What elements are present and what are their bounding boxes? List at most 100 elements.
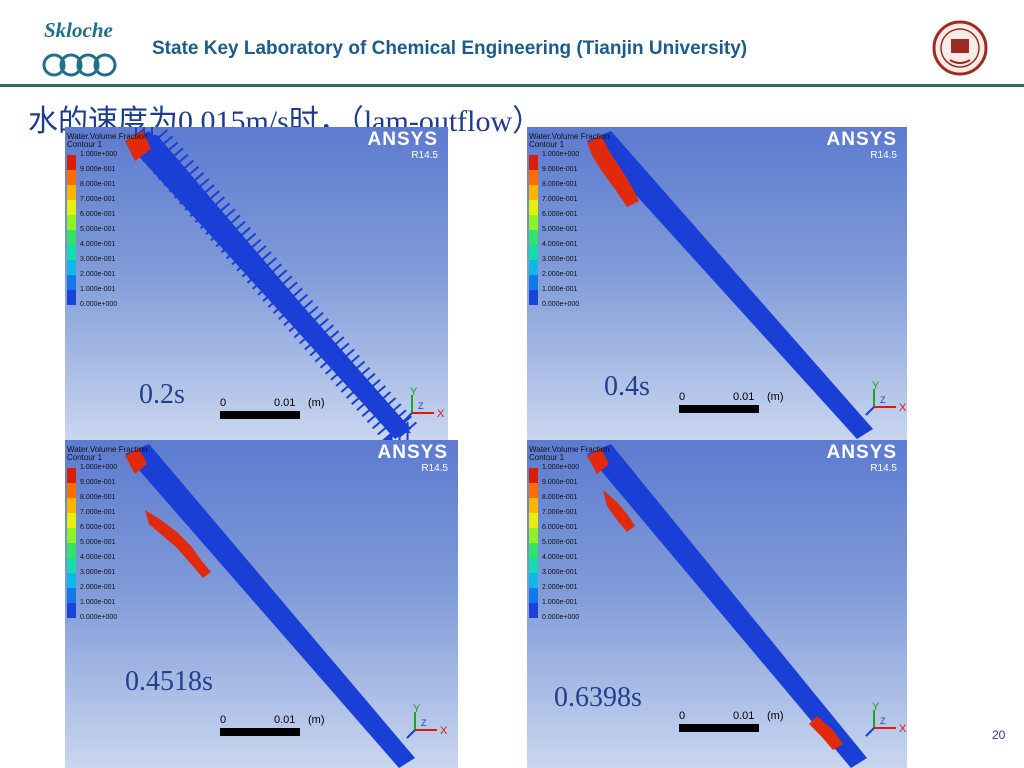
legend-value-label: 9.000e-001	[542, 479, 578, 486]
channel-contour	[125, 444, 415, 768]
svg-text:Y: Y	[410, 387, 418, 398]
legend-value-label: 7.000e-001	[80, 196, 116, 203]
legend-color-swatch	[67, 543, 76, 558]
legend-color-swatch	[529, 170, 538, 185]
legend-value-label: 8.000e-001	[542, 494, 578, 501]
legend-value-label: 1.000e+000	[542, 464, 580, 471]
legend-value-label: 1.000e-001	[80, 286, 116, 293]
svg-text:X: X	[440, 725, 448, 737]
header-divider	[0, 84, 1024, 87]
color-legend-bar	[529, 468, 538, 618]
legend-color-swatch	[529, 155, 538, 170]
time-label: 0.2s	[139, 379, 185, 410]
legend-color-swatch	[529, 528, 538, 543]
legend-color-swatch	[67, 155, 76, 170]
legend-value-label: 2.000e-001	[80, 584, 116, 591]
legend-color-swatch	[529, 498, 538, 513]
legend-value-label: 5.000e-001	[80, 539, 116, 546]
scale-bar-line	[220, 728, 300, 736]
legend-color-swatch	[67, 260, 76, 275]
legend-color-swatch	[529, 483, 538, 498]
color-legend-bar	[67, 468, 76, 618]
legend-value-label: 0.000e+000	[80, 301, 118, 308]
legend-color-swatch	[67, 483, 76, 498]
ansys-watermark: ANSYS R14.5	[367, 129, 438, 162]
logo-text: Skloche	[44, 18, 113, 42]
time-label: 0.6398s	[554, 682, 642, 713]
legend-color-swatch	[67, 185, 76, 200]
legend-color-swatch	[67, 245, 76, 260]
legend-value-label: 6.000e-001	[80, 524, 116, 531]
legend-labels: 1.000e+000 9.000e-001 8.000e-001 7.000e-001…	[542, 151, 579, 316]
legend-color-swatch	[529, 290, 538, 305]
legend-color-swatch	[529, 603, 538, 618]
legend-color-swatch	[67, 528, 76, 543]
svg-text:X: X	[899, 723, 907, 735]
legend-color-swatch	[67, 170, 76, 185]
legend-color-swatch	[67, 498, 76, 513]
legend-value-label: 5.000e-001	[542, 539, 578, 546]
legend-color-swatch	[67, 573, 76, 588]
legend-value-label: 1.000e-001	[80, 599, 116, 606]
svg-text:Z: Z	[418, 401, 424, 411]
legend-value-label: 0.000e+000	[542, 301, 580, 308]
axis-triad-icon: Y X Z	[865, 381, 907, 416]
contour-panel-1: Water.Volume Fraction Contour 1 1.000e+0…	[65, 127, 448, 440]
legend-color-swatch	[529, 245, 538, 260]
legend-value-label: 3.000e-001	[80, 256, 116, 263]
legend-value-label: 4.000e-001	[542, 241, 578, 248]
svg-text:Z: Z	[880, 716, 886, 726]
svg-text:Y: Y	[413, 704, 421, 715]
university-seal-icon	[932, 20, 988, 76]
svg-text:Y: Y	[872, 381, 880, 392]
slide-header: Skloche State Key Laboratory of Chemical…	[0, 0, 1024, 87]
legend-value-label: 5.000e-001	[80, 226, 116, 233]
legend-color-swatch	[529, 573, 538, 588]
legend-color-swatch	[67, 588, 76, 603]
legend-value-label: 0.000e+000	[542, 614, 580, 621]
legend-value-label: 9.000e-001	[542, 166, 578, 173]
legend-value-label: 0.000e+000	[80, 614, 118, 621]
svg-text:X: X	[437, 408, 445, 420]
legend-labels: 1.000e+000 9.000e-001 8.000e-001 7.000e-001…	[80, 151, 117, 316]
svg-text:Z: Z	[421, 718, 427, 728]
legend-color-swatch	[67, 215, 76, 230]
axis-triad-icon: Y X Z	[403, 387, 445, 422]
legend-color-swatch	[67, 290, 76, 305]
legend-color-swatch	[529, 185, 538, 200]
channel-contour	[587, 444, 867, 768]
legend-color-swatch	[67, 275, 76, 290]
scale-bar-line	[679, 724, 759, 732]
legend-color-swatch	[529, 468, 538, 483]
legend-value-label: 1.000e+000	[80, 464, 118, 471]
legend-value-label: 4.000e-001	[542, 554, 578, 561]
scale-bar-line	[220, 411, 300, 419]
contour-panel-2: Water.Volume Fraction Contour 1 1.000e+0…	[527, 127, 907, 440]
rings-icon	[42, 53, 117, 77]
legend-value-label: 6.000e-001	[80, 211, 116, 218]
legend-color-swatch	[529, 260, 538, 275]
scale-bar-line	[679, 405, 759, 413]
organization-title: State Key Laboratory of Chemical Enginee…	[152, 38, 748, 59]
legend-labels: 1.000e+000 9.000e-001 8.000e-001 7.000e-001…	[80, 464, 117, 629]
contour-panel-4: Water.Volume Fraction Contour 1 1.000e+0…	[527, 440, 907, 768]
legend-value-label: 1.000e-001	[542, 286, 578, 293]
legend-value-label: 8.000e-001	[80, 181, 116, 188]
ansys-watermark: ANSYS R14.5	[826, 129, 897, 162]
ansys-watermark: ANSYS R14.5	[377, 442, 448, 475]
legend-title: Water.Volume Fraction Contour 1	[67, 132, 148, 149]
legend-title: Water.Volume Fraction Contour 1	[529, 132, 610, 149]
legend-color-swatch	[67, 468, 76, 483]
legend-value-label: 2.000e-001	[542, 584, 578, 591]
legend-value-label: 5.000e-001	[542, 226, 578, 233]
axis-triad-icon: Y X Z	[865, 702, 907, 737]
legend-color-swatch	[67, 558, 76, 573]
legend-title: Water.Volume Fraction Contour 1	[529, 445, 610, 462]
legend-color-swatch	[67, 230, 76, 245]
legend-value-label: 7.000e-001	[542, 509, 578, 516]
legend-color-swatch	[67, 603, 76, 618]
legend-value-label: 2.000e-001	[80, 271, 116, 278]
legend-value-label: 7.000e-001	[80, 509, 116, 516]
legend-value-label: 1.000e-001	[542, 599, 578, 606]
legend-color-swatch	[529, 558, 538, 573]
